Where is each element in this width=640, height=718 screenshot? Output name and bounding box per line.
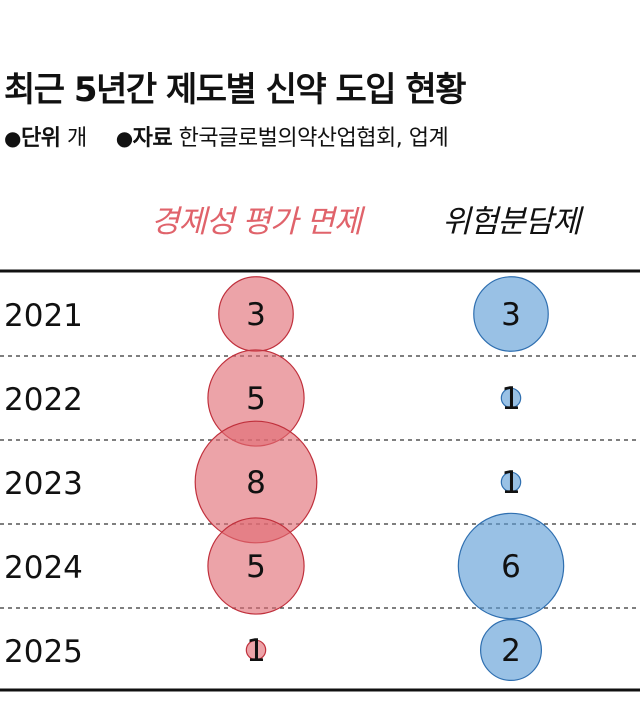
bubble-series1 bbox=[245, 639, 267, 661]
category-label: 2024 bbox=[4, 550, 83, 586]
bubble-series2 bbox=[500, 471, 522, 493]
category-label: 2021 bbox=[4, 298, 83, 334]
series-header-1: 경제성 평가 면제 bbox=[151, 204, 366, 240]
data-label: 3 bbox=[246, 297, 266, 333]
chart-meta: ●단위 개 ●자료 한국글로벌의약산업협회, 업계 bbox=[4, 120, 449, 152]
category-label: 2023 bbox=[4, 466, 83, 502]
bubble-series2 bbox=[479, 618, 543, 682]
bubble-series1 bbox=[207, 517, 305, 615]
data-label: 5 bbox=[246, 381, 266, 417]
unit-bullet-icon: ● bbox=[4, 126, 21, 150]
bubble-series2 bbox=[473, 276, 549, 352]
unit-value: 개 bbox=[66, 126, 87, 151]
data-label: 1 bbox=[246, 633, 266, 669]
source-value: 한국글로벌의약산업협회, 업계 bbox=[178, 126, 449, 151]
category-label: 2025 bbox=[4, 634, 83, 670]
category-label: 2022 bbox=[4, 382, 83, 418]
data-label: 1 bbox=[501, 465, 521, 501]
data-label: 1 bbox=[501, 381, 521, 417]
source-label: 자료 bbox=[132, 126, 173, 151]
series-header-2: 위험분담제 bbox=[442, 204, 584, 240]
bubble-series2 bbox=[457, 512, 565, 620]
data-label: 8 bbox=[246, 465, 266, 501]
source-bullet-icon: ● bbox=[115, 126, 133, 150]
bubble-series2 bbox=[500, 387, 522, 409]
data-label: 6 bbox=[501, 549, 521, 585]
data-label: 2 bbox=[501, 633, 521, 669]
data-label: 5 bbox=[246, 549, 266, 585]
data-label: 3 bbox=[501, 297, 521, 333]
unit-label: 단위 bbox=[20, 126, 61, 151]
bubbles bbox=[194, 276, 565, 682]
page-title: 최근 5년간 제도별 신약 도입 현황 bbox=[4, 70, 466, 110]
